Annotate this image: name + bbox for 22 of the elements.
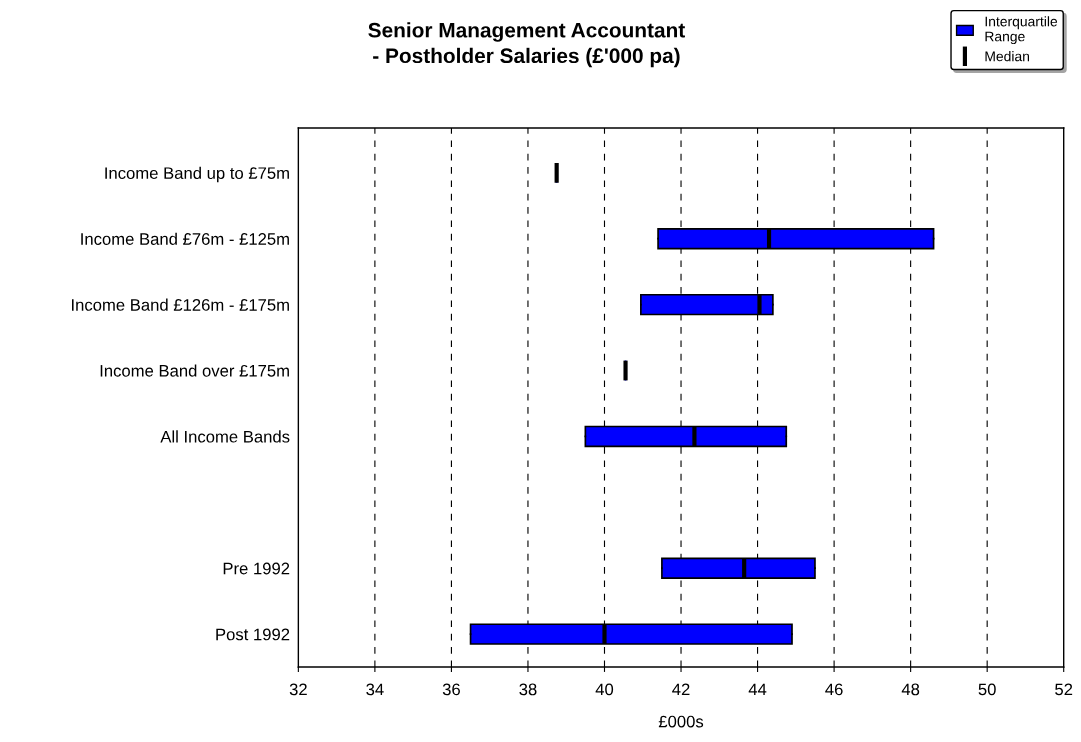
x-tick-label: 42 (672, 683, 690, 696)
y-tick-label: Income Band £76m - £125m (81, 232, 289, 245)
y-tick-label: Post 1992 (216, 628, 290, 641)
y-tick-label: Pre 1992 (223, 562, 290, 575)
x-tick-label: 36 (442, 683, 460, 696)
text: Median (985, 51, 1029, 62)
x-tick-label: 38 (519, 683, 537, 696)
x-tick-label: 32 (289, 683, 307, 696)
x-tick-label: 44 (748, 683, 767, 696)
x-tick-label: 52 (1055, 683, 1073, 696)
x-tick-label: 48 (901, 683, 920, 696)
chart-title: Senior Management Accountant - Postholder Salaries (£'000 pa) (368, 22, 685, 68)
x-tick-label: 40 (595, 683, 614, 696)
legend-label: Interquartile Range (985, 16, 1058, 45)
y-tick-label: All Income Bands (160, 430, 290, 443)
x-axis-title: £000s (658, 715, 704, 728)
x-tick-label: 46 (825, 683, 843, 696)
y-tick-label: Income Band £126m - £175m (72, 298, 289, 311)
x-tick-label: 50 (978, 683, 996, 696)
x-tick-label: 34 (366, 683, 384, 696)
y-tick-label: Income Band over £175m (100, 364, 289, 377)
y-tick-label: Income Band up to £75m (105, 166, 289, 183)
